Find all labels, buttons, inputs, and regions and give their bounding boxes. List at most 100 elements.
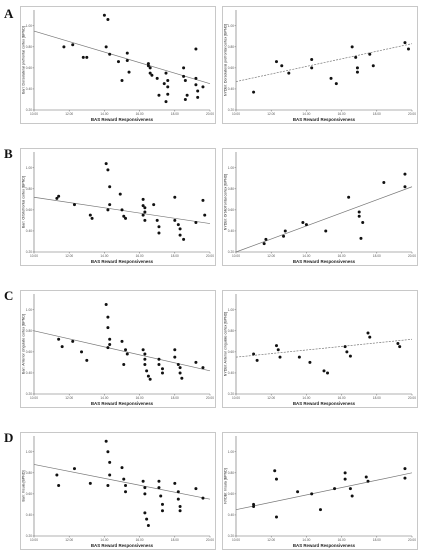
data-point [182, 66, 186, 70]
data-point [304, 223, 308, 227]
data-point [104, 303, 108, 307]
chart-panel-a-right: 10.00 12.00 14.00 16.00 18.00 20.00 0.20 0.40 0.… [222, 6, 418, 124]
data-point [90, 216, 94, 220]
data-point [322, 369, 326, 373]
data-point [143, 218, 147, 222]
data-point [283, 229, 287, 233]
y-axis-label: NYDBI: Insula [BPND] [224, 468, 228, 504]
panel-frame [222, 6, 418, 124]
data-point [71, 43, 75, 47]
trend-line [33, 30, 211, 85]
data-point [324, 229, 328, 233]
x-tick-label: 18.00 [373, 538, 381, 542]
data-point [178, 233, 182, 237]
chart-panel-c-right: 10.00 12.00 14.00 16.00 18.00 20.00 0.20 0.40 0.… [222, 290, 418, 408]
y-tick-label: 0.20 [228, 250, 234, 254]
data-point [122, 477, 126, 481]
x-tick-label: 10.00 [232, 254, 240, 258]
data-point [178, 371, 182, 375]
data-point [368, 52, 372, 56]
data-point [160, 502, 164, 506]
x-axis-label: BAS Reward Responsiveness [293, 543, 356, 548]
data-point [178, 366, 182, 370]
x-tick-label: 10.00 [30, 538, 38, 542]
x-tick-label: 14.00 [100, 396, 108, 400]
data-point [326, 371, 330, 375]
y-tick-label: 0.60 [26, 66, 32, 70]
data-point [252, 352, 256, 356]
scatter-plot: 10.00 12.00 14.00 16.00 18.00 20.00 0.20 0.40 0.… [20, 432, 216, 550]
x-axis-label: BAS Reward Responsiveness [91, 401, 154, 406]
y-axis-label: Bari: Orbitofrontal cortex [BPND] [22, 176, 26, 228]
data-point [361, 221, 365, 225]
y-tick-label: 0.60 [26, 492, 32, 496]
data-point [355, 66, 359, 70]
y-tick-label: 0.80 [26, 45, 32, 49]
data-point [57, 483, 61, 487]
data-point [162, 82, 166, 86]
data-point [310, 492, 314, 496]
data-point [194, 221, 198, 225]
data-point [148, 71, 152, 75]
data-point [406, 47, 410, 51]
y-tick-label: 0.40 [26, 371, 32, 375]
data-point [274, 477, 278, 481]
data-point [180, 376, 184, 380]
data-point [108, 343, 112, 347]
data-point [176, 363, 180, 367]
y-tick-label: 0.80 [26, 187, 32, 191]
y-tick-label: 1.00 [26, 450, 32, 454]
data-point [252, 502, 256, 506]
data-point [403, 41, 407, 45]
x-tick-label: 12.00 [267, 538, 275, 542]
data-point [201, 198, 205, 202]
data-point [146, 64, 150, 68]
data-point [185, 93, 189, 97]
y-tick-label: 1.00 [26, 24, 32, 28]
data-point [155, 218, 159, 222]
data-point [160, 367, 164, 371]
x-axis-label: BAS Reward Responsiveness [293, 401, 356, 406]
data-point [164, 71, 168, 75]
data-point [194, 76, 198, 80]
x-tick-label: 20.00 [408, 396, 416, 400]
scatter-plot: 10.00 12.00 14.00 16.00 18.00 20.00 0.20 0.40 0.… [20, 6, 216, 124]
x-tick-label: 12.00 [267, 254, 275, 258]
data-point [196, 89, 200, 93]
y-tick-label: 1.00 [26, 166, 32, 170]
data-point [122, 363, 126, 367]
data-point [201, 366, 205, 370]
data-point [120, 339, 124, 343]
x-tick-label: 20.00 [408, 254, 416, 258]
data-point [146, 374, 150, 378]
data-point [106, 17, 110, 21]
x-tick-label: 20.00 [206, 112, 214, 116]
data-point [262, 242, 266, 246]
data-point [143, 357, 147, 361]
data-point [124, 216, 128, 220]
y-tick-label: 0.20 [228, 534, 234, 538]
y-tick-label: 0.40 [26, 87, 32, 91]
data-point [201, 85, 205, 89]
x-tick-label: 16.00 [136, 112, 144, 116]
scatter-plot: 10.00 12.00 14.00 16.00 18.00 20.00 0.20 0.40 0.… [20, 290, 216, 408]
data-point [143, 352, 147, 356]
data-point [403, 467, 407, 471]
x-tick-label: 14.00 [100, 254, 108, 258]
scatter-plot: 10.00 12.00 14.00 16.00 18.00 20.00 0.20 0.40 0.… [222, 6, 418, 124]
data-point [276, 348, 280, 352]
data-point [120, 466, 124, 470]
data-point [104, 439, 108, 443]
data-point [157, 486, 161, 490]
x-tick-label: 18.00 [373, 112, 381, 116]
data-point [347, 195, 351, 199]
y-tick-label: 0.20 [26, 108, 32, 112]
data-point [176, 490, 180, 494]
data-point [194, 83, 198, 87]
data-point [343, 471, 347, 475]
x-tick-label: 20.00 [408, 538, 416, 542]
x-tick-label: 18.00 [373, 396, 381, 400]
data-point [72, 467, 76, 471]
data-point [141, 204, 145, 208]
panel-frame [20, 6, 216, 124]
